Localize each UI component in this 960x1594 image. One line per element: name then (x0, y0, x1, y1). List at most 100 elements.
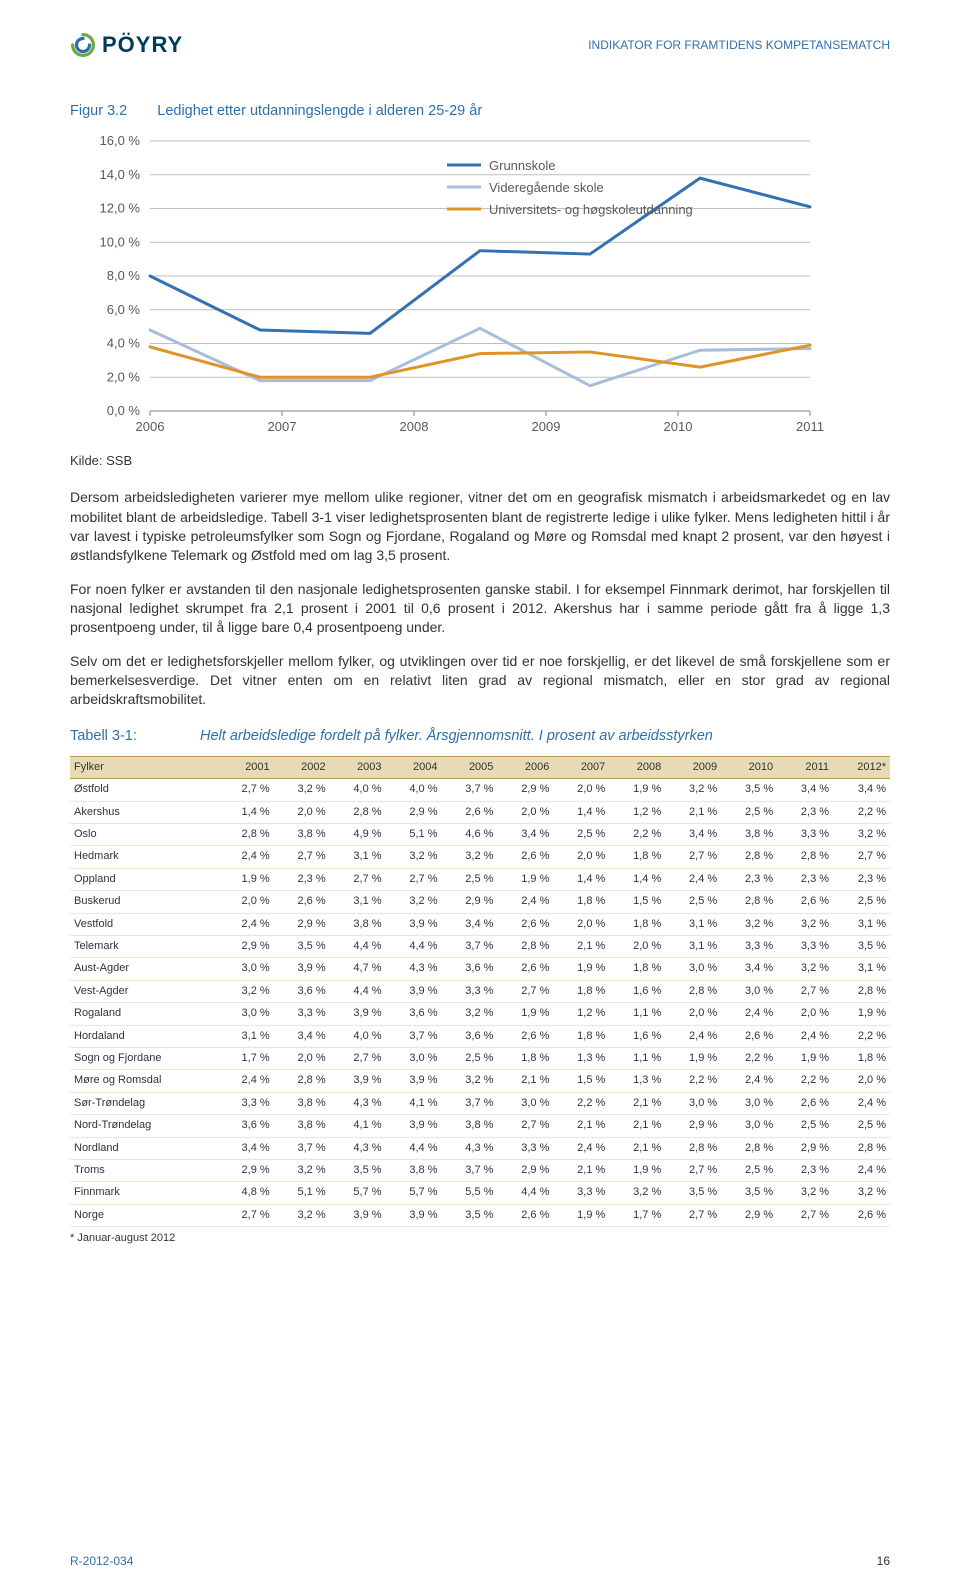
table-cell: 2,2 % (609, 824, 665, 846)
table-cell: 3,5 % (665, 1182, 721, 1204)
table-cell: Norge (70, 1204, 218, 1226)
table-header-cell: 2003 (330, 756, 386, 778)
table-cell: 3,2 % (441, 846, 497, 868)
table-cell: 2,7 % (777, 980, 833, 1002)
table-cell: 3,3 % (218, 1092, 274, 1114)
table-cell: 2,4 % (721, 1003, 777, 1025)
table-cell: 3,1 % (330, 846, 386, 868)
table-cell: 3,2 % (441, 1003, 497, 1025)
table-row: Østfold2,7 %3,2 %4,0 %4,0 %3,7 %2,9 %2,0… (70, 779, 890, 801)
paragraph: Dersom arbeidsledigheten varierer mye me… (70, 488, 890, 565)
line-chart: 0,0 %2,0 %4,0 %6,0 %8,0 %10,0 %12,0 %14,… (70, 131, 890, 446)
table-cell: 3,6 % (441, 1025, 497, 1047)
table-cell: 2,8 % (721, 846, 777, 868)
table-row: Akershus1,4 %2,0 %2,8 %2,9 %2,6 %2,0 %1,… (70, 801, 890, 823)
table-cell: 3,2 % (609, 1182, 665, 1204)
svg-text:4,0 %: 4,0 % (107, 336, 141, 351)
svg-text:Universitets- og høgskoleutdan: Universitets- og høgskoleutdanning (489, 202, 693, 217)
table-cell: 3,2 % (274, 779, 330, 801)
table-cell: 2,7 % (330, 1047, 386, 1069)
table-cell: 3,8 % (721, 824, 777, 846)
svg-text:2006: 2006 (136, 419, 165, 434)
table-cell: 3,2 % (274, 1204, 330, 1226)
table-cell: 2,5 % (553, 824, 609, 846)
svg-text:2007: 2007 (268, 419, 297, 434)
table-cell: 2,1 % (609, 1137, 665, 1159)
table-cell: 5,7 % (330, 1182, 386, 1204)
table-cell: 1,5 % (553, 1070, 609, 1092)
table-cell: 3,1 % (833, 913, 890, 935)
svg-text:2009: 2009 (532, 419, 561, 434)
table-cell: 2,8 % (497, 936, 553, 958)
table-cell: 2,6 % (833, 1204, 890, 1226)
table-cell: 1,3 % (553, 1047, 609, 1069)
body-text: Dersom arbeidsledigheten varierer mye me… (70, 488, 890, 709)
table-cell: 3,2 % (218, 980, 274, 1002)
table-cell: 1,9 % (777, 1047, 833, 1069)
table-row: Buskerud2,0 %2,6 %3,1 %3,2 %2,9 %2,4 %1,… (70, 891, 890, 913)
table-cell: 2,9 % (274, 913, 330, 935)
table-cell: 2,3 % (777, 1159, 833, 1181)
logo: PÖYRY (70, 30, 183, 61)
footer-ref: R-2012-034 (70, 1553, 133, 1570)
table-cell: 3,4 % (665, 824, 721, 846)
table-cell: 3,9 % (386, 913, 442, 935)
table-cell: 2,4 % (833, 1159, 890, 1181)
table-cell: 1,4 % (553, 868, 609, 890)
table-cell: 3,7 % (441, 1092, 497, 1114)
table-cell: 2,5 % (777, 1115, 833, 1137)
table-cell: 3,0 % (665, 1092, 721, 1114)
table-cell: 2,8 % (218, 824, 274, 846)
svg-text:6,0 %: 6,0 % (107, 302, 141, 317)
table-row: Hedmark2,4 %2,7 %3,1 %3,2 %3,2 %2,6 %2,0… (70, 846, 890, 868)
table-cell: 4,4 % (497, 1182, 553, 1204)
table-cell: 2,3 % (777, 868, 833, 890)
table-cell: 4,1 % (386, 1092, 442, 1114)
table-cell: 2,9 % (497, 779, 553, 801)
table-cell: Troms (70, 1159, 218, 1181)
table-cell: 3,5 % (721, 1182, 777, 1204)
table-cell: 3,0 % (497, 1092, 553, 1114)
table-cell: 2,0 % (553, 779, 609, 801)
table-cell: 3,8 % (274, 1115, 330, 1137)
table-cell: 5,1 % (386, 824, 442, 846)
table-cell: 2,0 % (665, 1003, 721, 1025)
table-cell: 1,3 % (609, 1070, 665, 1092)
table-cell: 2,8 % (665, 1137, 721, 1159)
table-header-cell: 2001 (218, 756, 274, 778)
table-title: Helt arbeidsledige fordelt på fylker. År… (200, 726, 890, 746)
table-cell: 3,4 % (497, 824, 553, 846)
table-header-cell: 2006 (497, 756, 553, 778)
figure-source: Kilde: SSB (70, 452, 890, 470)
table-cell: 1,8 % (609, 846, 665, 868)
table-cell: 2,6 % (497, 913, 553, 935)
svg-text:2011: 2011 (796, 419, 824, 434)
table-cell: 4,4 % (386, 936, 442, 958)
svg-text:2008: 2008 (400, 419, 429, 434)
table-cell: 1,9 % (497, 1003, 553, 1025)
table-cell: 3,0 % (721, 980, 777, 1002)
table-cell: 3,7 % (441, 779, 497, 801)
table-cell: 2,0 % (777, 1003, 833, 1025)
table-cell: 3,2 % (386, 846, 442, 868)
table-cell: 1,5 % (609, 891, 665, 913)
table-cell: 2,5 % (721, 801, 777, 823)
table-cell: Østfold (70, 779, 218, 801)
table-cell: 3,4 % (777, 779, 833, 801)
table-cell: 4,0 % (330, 1025, 386, 1047)
table-cell: 2,8 % (833, 980, 890, 1002)
table-cell: 3,3 % (274, 1003, 330, 1025)
table-cell: 2,7 % (330, 868, 386, 890)
table-cell: 4,6 % (441, 824, 497, 846)
table-cell: 2,7 % (497, 1115, 553, 1137)
table-cell: 2,0 % (553, 913, 609, 935)
table-cell: 3,3 % (777, 824, 833, 846)
svg-text:2010: 2010 (664, 419, 693, 434)
table-cell: 2,3 % (274, 868, 330, 890)
table-cell: 2,0 % (274, 801, 330, 823)
table-cell: 1,9 % (553, 1204, 609, 1226)
table-cell: 2,4 % (665, 1025, 721, 1047)
table-cell: 2,1 % (609, 1092, 665, 1114)
table-row: Oppland1,9 %2,3 %2,7 %2,7 %2,5 %1,9 %1,4… (70, 868, 890, 890)
table-cell: 3,0 % (721, 1115, 777, 1137)
